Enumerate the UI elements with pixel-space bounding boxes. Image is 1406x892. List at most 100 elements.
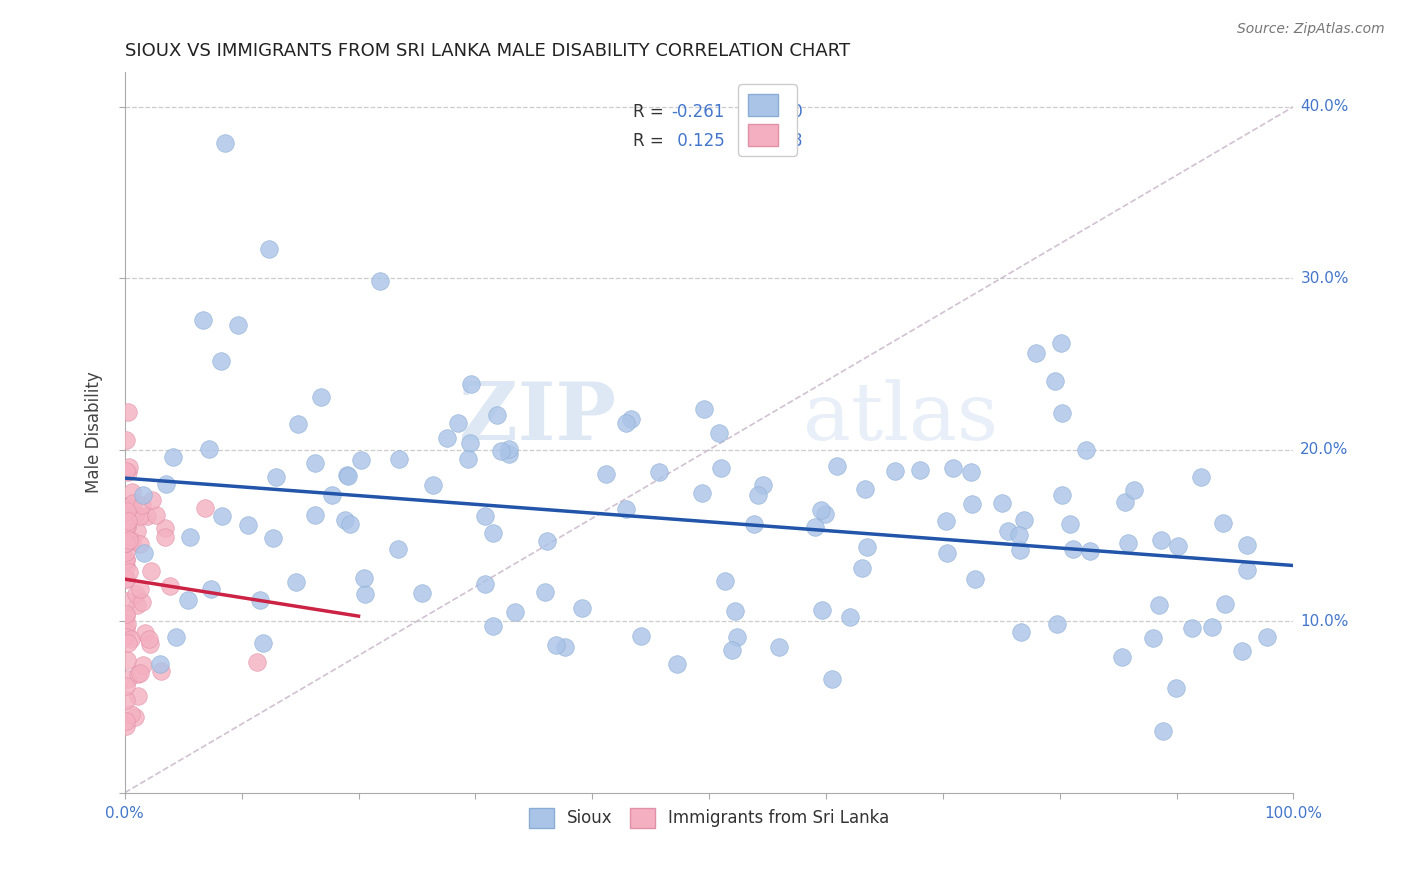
Point	[118, 566, 141, 580]
Point	[498, 447, 520, 461]
Point	[554, 640, 576, 654]
Point	[884, 464, 907, 478]
Point	[990, 496, 1012, 510]
Point	[707, 426, 730, 441]
Point	[118, 500, 141, 514]
Point	[692, 402, 714, 417]
Point	[335, 468, 357, 483]
Point	[1008, 542, 1031, 557]
Point	[648, 465, 671, 479]
Point	[1164, 681, 1187, 695]
Point	[1059, 516, 1081, 531]
Point	[115, 464, 138, 478]
Point	[387, 542, 409, 557]
Point	[544, 638, 567, 652]
Point	[714, 574, 737, 589]
Point	[211, 508, 233, 523]
Point	[630, 629, 652, 643]
Text: 100.0%: 100.0%	[1264, 805, 1323, 821]
Point	[117, 520, 139, 534]
Point	[825, 458, 848, 473]
Point	[245, 655, 267, 669]
Point	[179, 530, 201, 544]
Point	[935, 514, 957, 528]
Point	[115, 552, 138, 566]
Point	[304, 457, 326, 471]
Point	[115, 620, 138, 634]
Point	[1256, 631, 1278, 645]
Point	[387, 452, 409, 467]
Point	[1012, 513, 1035, 527]
Point	[1150, 533, 1173, 547]
Point	[482, 618, 505, 632]
Point	[287, 417, 309, 431]
Point	[853, 482, 876, 496]
Point	[115, 433, 138, 447]
Point	[141, 492, 163, 507]
Point	[264, 469, 287, 483]
Point	[321, 488, 343, 502]
Point	[115, 572, 138, 586]
Point	[115, 530, 138, 544]
Text: ZIP: ZIP	[458, 379, 616, 457]
Point	[149, 664, 172, 678]
Point	[117, 465, 139, 479]
Text: 40.0%: 40.0%	[1301, 99, 1348, 114]
Point	[153, 530, 176, 544]
Point	[485, 408, 508, 422]
Point	[194, 501, 217, 516]
Point	[134, 546, 156, 560]
Point	[1111, 649, 1133, 664]
Point	[138, 632, 160, 646]
Text: Source: ZipAtlas.com: Source: ZipAtlas.com	[1237, 22, 1385, 37]
Text: 10.0%: 10.0%	[1301, 614, 1348, 629]
Point	[122, 496, 145, 510]
Point	[127, 666, 149, 681]
Point	[153, 521, 176, 535]
Point	[159, 579, 181, 593]
Point	[129, 582, 152, 596]
Point	[1236, 563, 1258, 577]
Point	[117, 672, 139, 686]
Point	[121, 533, 143, 548]
Text: R =: R =	[633, 132, 669, 150]
Point	[191, 313, 214, 327]
Text: -0.261: -0.261	[672, 103, 725, 121]
Point	[141, 564, 163, 578]
Point	[350, 453, 373, 467]
Text: N =: N =	[733, 103, 780, 121]
Point	[115, 535, 138, 549]
Point	[474, 576, 496, 591]
Point	[117, 636, 139, 650]
Point	[908, 463, 931, 477]
Point	[1189, 470, 1212, 484]
Point	[1142, 631, 1164, 645]
Point	[200, 582, 222, 597]
Point	[115, 617, 138, 632]
Point	[960, 498, 983, 512]
Point	[851, 561, 873, 575]
Point	[162, 450, 184, 465]
Point	[145, 508, 167, 522]
Point	[115, 558, 138, 573]
Point	[131, 499, 153, 513]
Point	[118, 460, 141, 475]
Point	[115, 536, 138, 550]
Point	[127, 598, 149, 612]
Point	[115, 679, 138, 693]
Point	[333, 513, 356, 527]
Text: 0.0%: 0.0%	[105, 805, 145, 821]
Text: SIOUX VS IMMIGRANTS FROM SRI LANKA MALE DISABILITY CORRELATION CHART: SIOUX VS IMMIGRANTS FROM SRI LANKA MALE …	[125, 42, 851, 60]
Point	[149, 657, 172, 671]
Point	[117, 404, 139, 418]
Point	[460, 376, 482, 391]
Point	[127, 689, 149, 703]
Point	[132, 488, 155, 502]
Point	[1181, 622, 1204, 636]
Point	[1123, 483, 1146, 498]
Point	[121, 484, 143, 499]
Text: atlas: atlas	[803, 379, 998, 457]
Point	[474, 508, 496, 523]
Point	[115, 536, 138, 550]
Point	[115, 594, 138, 608]
